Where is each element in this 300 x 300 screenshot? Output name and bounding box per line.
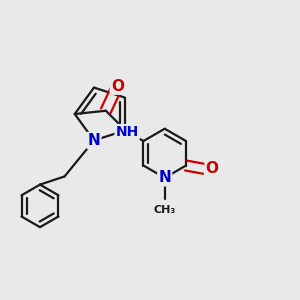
Text: O: O (206, 161, 219, 176)
Text: NH: NH (116, 125, 139, 139)
Text: O: O (111, 79, 124, 94)
Text: N: N (158, 170, 171, 185)
Text: N: N (88, 133, 100, 148)
Text: CH₃: CH₃ (154, 205, 176, 215)
